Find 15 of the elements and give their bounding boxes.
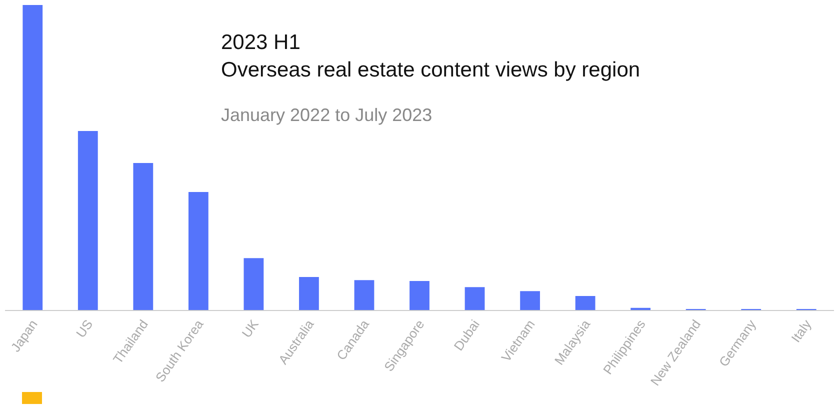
bar bbox=[575, 296, 596, 310]
bar bbox=[188, 192, 208, 310]
x-tick-label: UK bbox=[238, 316, 262, 340]
bar bbox=[133, 162, 154, 310]
text: January 2022 to July 2023 bbox=[221, 105, 432, 125]
x-tick-label: US bbox=[73, 316, 96, 340]
bar bbox=[410, 281, 430, 310]
bar bbox=[78, 130, 98, 310]
bar bbox=[464, 287, 485, 310]
bar bbox=[299, 277, 319, 310]
bar bbox=[22, 5, 43, 310]
bar bbox=[520, 291, 540, 310]
text: 2023 H1 Overseas real estate content views by region bbox=[221, 31, 640, 82]
bar bbox=[354, 280, 374, 310]
bar bbox=[244, 258, 264, 310]
